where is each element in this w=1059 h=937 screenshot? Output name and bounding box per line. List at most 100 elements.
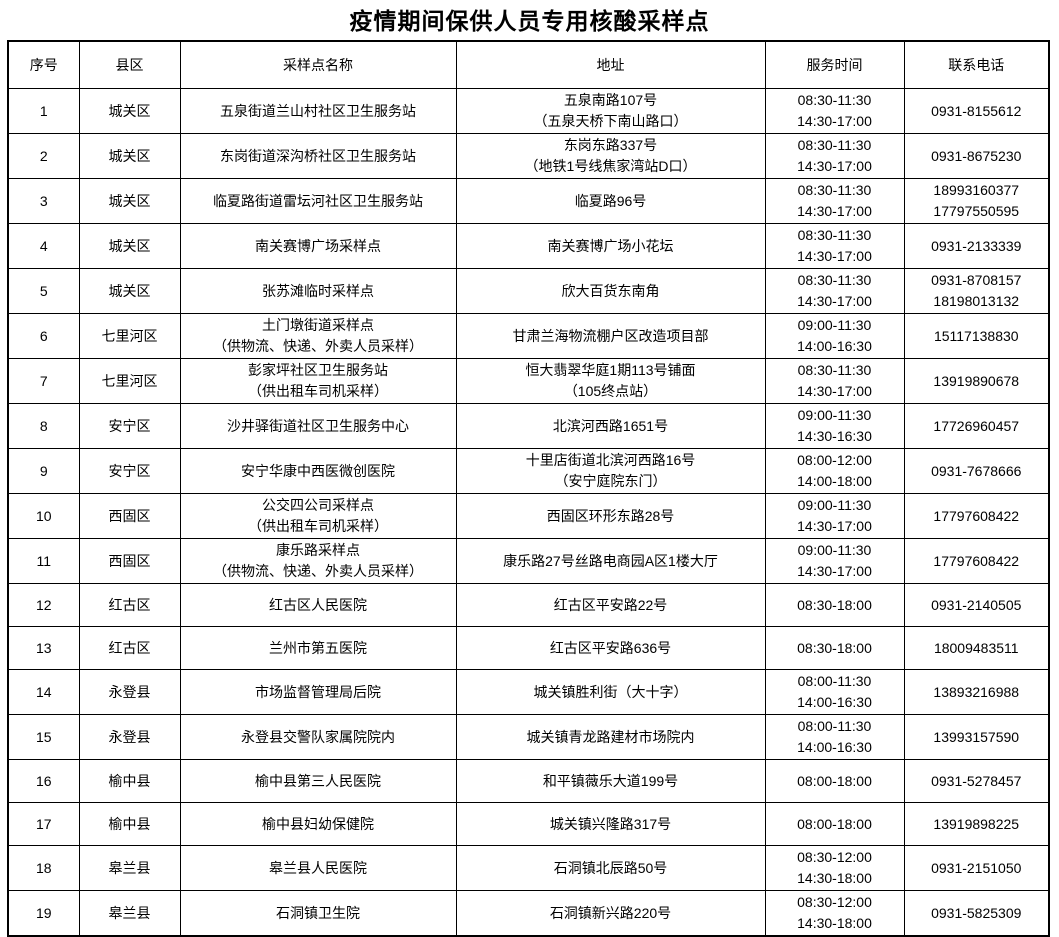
cell-address: 康乐路27号丝路电商园A区1楼大厅 (455, 538, 766, 584)
table-row: 2 城关区 东岗街道深沟桥社区卫生服务站 东岗东路337号 （地铁1号线焦家湾站D口） 0… (7, 133, 1050, 179)
cell-name: 沙井驿街道社区卫生服务中心 (179, 403, 457, 449)
table-row: 14 永登县 市场监督管理局后院 城关镇胜利街（大十字） 08:00-11:30 14:0… (7, 669, 1050, 715)
cell-phone: 0931-8708157 18198013132 (903, 268, 1050, 314)
header-phone: 联系电话 (903, 40, 1050, 89)
cell-district: 七里河区 (78, 358, 181, 404)
cell-no: 15 (7, 714, 80, 760)
cell-address: 五泉南路107号 （五泉天桥下南山路口） (455, 88, 766, 134)
cell-address: 恒大翡翠华庭1期113号铺面 （105终点站） (455, 358, 766, 404)
cell-hours: 08:30-11:30 14:30-17:00 (764, 223, 905, 269)
cell-phone: 0931-2151050 (903, 845, 1050, 891)
header-district: 县区 (78, 40, 181, 89)
table-row: 12 红古区 红古区人民医院 红古区平安路22号 08:30-18:00 0931-214… (7, 583, 1050, 627)
table-row: 1 城关区 五泉街道兰山村社区卫生服务站 五泉南路107号 （五泉天桥下南山路口） 08:… (7, 88, 1050, 134)
cell-name: 彭家坪社区卫生服务站 （供出租车司机采样） (179, 358, 457, 404)
cell-district: 安宁区 (78, 448, 181, 494)
table-body: 1 城关区 五泉街道兰山村社区卫生服务站 五泉南路107号 （五泉天桥下南山路口） 08:… (7, 88, 1050, 937)
cell-address: 欣大百货东南角 (455, 268, 766, 314)
cell-phone: 0931-7678666 (903, 448, 1050, 494)
header-no: 序号 (7, 40, 80, 89)
cell-phone: 17726960457 (903, 403, 1050, 449)
cell-district: 城关区 (78, 223, 181, 269)
cell-hours: 09:00-11:30 14:00-16:30 (764, 313, 905, 359)
cell-phone: 13993157590 (903, 714, 1050, 760)
cell-hours: 09:00-11:30 14:30-16:30 (764, 403, 905, 449)
cell-no: 4 (7, 223, 80, 269)
cell-name: 永登县交警队家属院院内 (179, 714, 457, 760)
header-row: 序号 县区 采样点名称 地址 服务时间 联系电话 (7, 40, 1050, 89)
cell-phone: 0931-5825309 (903, 890, 1050, 937)
cell-name: 临夏路街道雷坛河社区卫生服务站 (179, 178, 457, 224)
cell-phone: 17797608422 (903, 538, 1050, 584)
cell-hours: 08:00-18:00 (764, 759, 905, 803)
cell-no: 19 (7, 890, 80, 937)
header-address: 地址 (455, 40, 766, 89)
cell-address: 和平镇薇乐大道199号 (455, 759, 766, 803)
cell-phone: 0931-5278457 (903, 759, 1050, 803)
cell-name: 康乐路采样点 （供物流、快递、外卖人员采样） (179, 538, 457, 584)
cell-hours: 08:30-12:00 14:30-18:00 (764, 845, 905, 891)
cell-district: 城关区 (78, 268, 181, 314)
cell-name: 市场监督管理局后院 (179, 669, 457, 715)
cell-district: 西固区 (78, 538, 181, 584)
cell-name: 南关赛博广场采样点 (179, 223, 457, 269)
cell-name: 土门墩街道采样点 （供物流、快递、外卖人员采样） (179, 313, 457, 359)
cell-phone: 18993160377 17797550595 (903, 178, 1050, 224)
cell-name: 榆中县第三人民医院 (179, 759, 457, 803)
table-row: 5 城关区 张苏滩临时采样点 欣大百货东南角 08:30-11:30 14:30-17:0… (7, 268, 1050, 314)
cell-no: 8 (7, 403, 80, 449)
cell-address: 石洞镇北辰路50号 (455, 845, 766, 891)
cell-address: 红古区平安路636号 (455, 626, 766, 670)
cell-phone: 17797608422 (903, 493, 1050, 539)
cell-district: 红古区 (78, 626, 181, 670)
cell-district: 西固区 (78, 493, 181, 539)
cell-hours: 09:00-11:30 14:30-17:00 (764, 493, 905, 539)
cell-hours: 08:00-11:30 14:00-16:30 (764, 714, 905, 760)
cell-district: 永登县 (78, 714, 181, 760)
table-row: 17 榆中县 榆中县妇幼保健院 城关镇兴隆路317号 08:00-18:00 139198… (7, 802, 1050, 846)
table-row: 6 七里河区 土门墩街道采样点 （供物流、快递、外卖人员采样） 甘肃兰海物流棚户区改造项… (7, 313, 1050, 359)
cell-name: 皋兰县人民医院 (179, 845, 457, 891)
cell-phone: 0931-2140505 (903, 583, 1050, 627)
cell-hours: 08:00-11:30 14:00-16:30 (764, 669, 905, 715)
cell-phone: 18009483511 (903, 626, 1050, 670)
table-row: 19 皋兰县 石洞镇卫生院 石洞镇新兴路220号 08:30-12:00 14:30-18… (7, 890, 1050, 937)
cell-address: 南关赛博广场小花坛 (455, 223, 766, 269)
cell-no: 3 (7, 178, 80, 224)
cell-no: 2 (7, 133, 80, 179)
table-row: 18 皋兰县 皋兰县人民医院 石洞镇北辰路50号 08:30-12:00 14:30-18… (7, 845, 1050, 891)
cell-no: 5 (7, 268, 80, 314)
cell-address: 城关镇胜利街（大十字） (455, 669, 766, 715)
table-row: 8 安宁区 沙井驿街道社区卫生服务中心 北滨河西路1651号 09:00-11:30 14… (7, 403, 1050, 449)
cell-name: 东岗街道深沟桥社区卫生服务站 (179, 133, 457, 179)
cell-phone: 13919898225 (903, 802, 1050, 846)
cell-phone: 0931-2133339 (903, 223, 1050, 269)
cell-address: 北滨河西路1651号 (455, 403, 766, 449)
cell-district: 皋兰县 (78, 890, 181, 937)
cell-no: 18 (7, 845, 80, 891)
cell-district: 永登县 (78, 669, 181, 715)
cell-phone: 0931-8155612 (903, 88, 1050, 134)
cell-district: 城关区 (78, 178, 181, 224)
table-row: 13 红古区 兰州市第五医院 红古区平安路636号 08:30-18:00 1800948… (7, 626, 1050, 670)
sampling-points-table: 序号 县区 采样点名称 地址 服务时间 联系电话 1 城关区 五泉街道兰山村社区卫生… (7, 40, 1050, 937)
cell-address: 城关镇青龙路建材市场院内 (455, 714, 766, 760)
cell-name: 兰州市第五医院 (179, 626, 457, 670)
cell-address: 城关镇兴隆路317号 (455, 802, 766, 846)
cell-no: 14 (7, 669, 80, 715)
cell-no: 12 (7, 583, 80, 627)
cell-no: 17 (7, 802, 80, 846)
cell-name: 石洞镇卫生院 (179, 890, 457, 937)
cell-hours: 08:30-11:30 14:30-17:00 (764, 358, 905, 404)
cell-address: 西固区环形东路28号 (455, 493, 766, 539)
cell-no: 11 (7, 538, 80, 584)
cell-hours: 08:30-18:00 (764, 583, 905, 627)
page-title: 疫情期间保供人员专用核酸采样点 (349, 8, 710, 34)
cell-name: 安宁华康中西医微创医院 (179, 448, 457, 494)
cell-hours: 08:30-11:30 14:30-17:00 (764, 178, 905, 224)
header-hours: 服务时间 (764, 40, 905, 89)
cell-district: 榆中县 (78, 759, 181, 803)
cell-name: 张苏滩临时采样点 (179, 268, 457, 314)
cell-name: 公交四公司采样点 （供出租车司机采样） (179, 493, 457, 539)
table-row: 16 榆中县 榆中县第三人民医院 和平镇薇乐大道199号 08:00-18:00 0931… (7, 759, 1050, 803)
